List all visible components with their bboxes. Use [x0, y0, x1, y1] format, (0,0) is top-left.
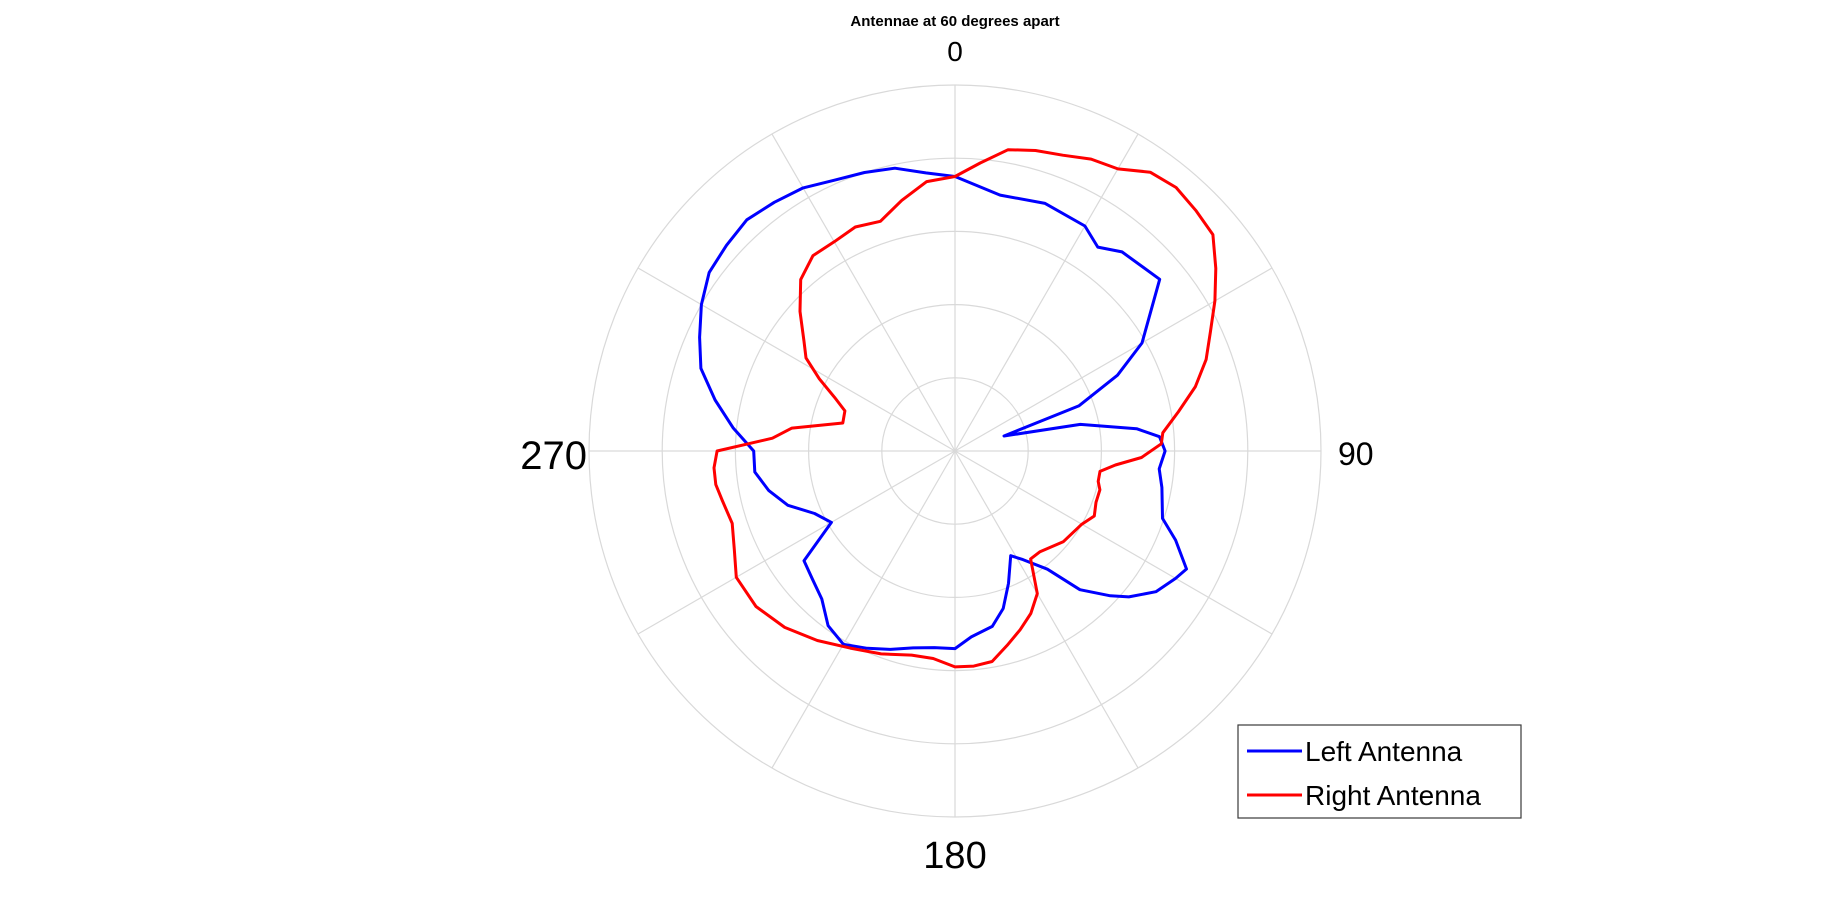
grid-spoke-300: [637, 267, 956, 452]
series-line-left-antenna: [698, 166, 1188, 651]
grid-spoke-150: [954, 450, 1139, 769]
polar-grid: [588, 84, 1322, 818]
grid-spoke-120: [954, 450, 1273, 635]
legend: Left Antenna Right Antenna: [1237, 724, 1522, 819]
grid-spoke-60: [954, 267, 1273, 452]
series-line-right-antenna: [712, 148, 1218, 669]
legend-label-right-antenna: Right Antenna: [1305, 780, 1481, 811]
grid-spoke-240: [637, 450, 956, 635]
grid-spoke-210: [771, 450, 956, 769]
legend-label-left-antenna: Left Antenna: [1305, 736, 1463, 767]
grid-spoke-30: [954, 133, 1139, 452]
angle-label-270: 270: [520, 434, 587, 478]
legend-box: [1237, 724, 1522, 819]
angle-labels: 0 90 180 270: [520, 36, 1373, 877]
angle-label-0: 0: [947, 36, 963, 67]
chart-title: Antennae at 60 degrees apart: [850, 13, 1059, 30]
angle-label-180: 180: [923, 835, 986, 877]
angle-label-90: 90: [1338, 436, 1374, 472]
series-layer: [698, 148, 1218, 669]
